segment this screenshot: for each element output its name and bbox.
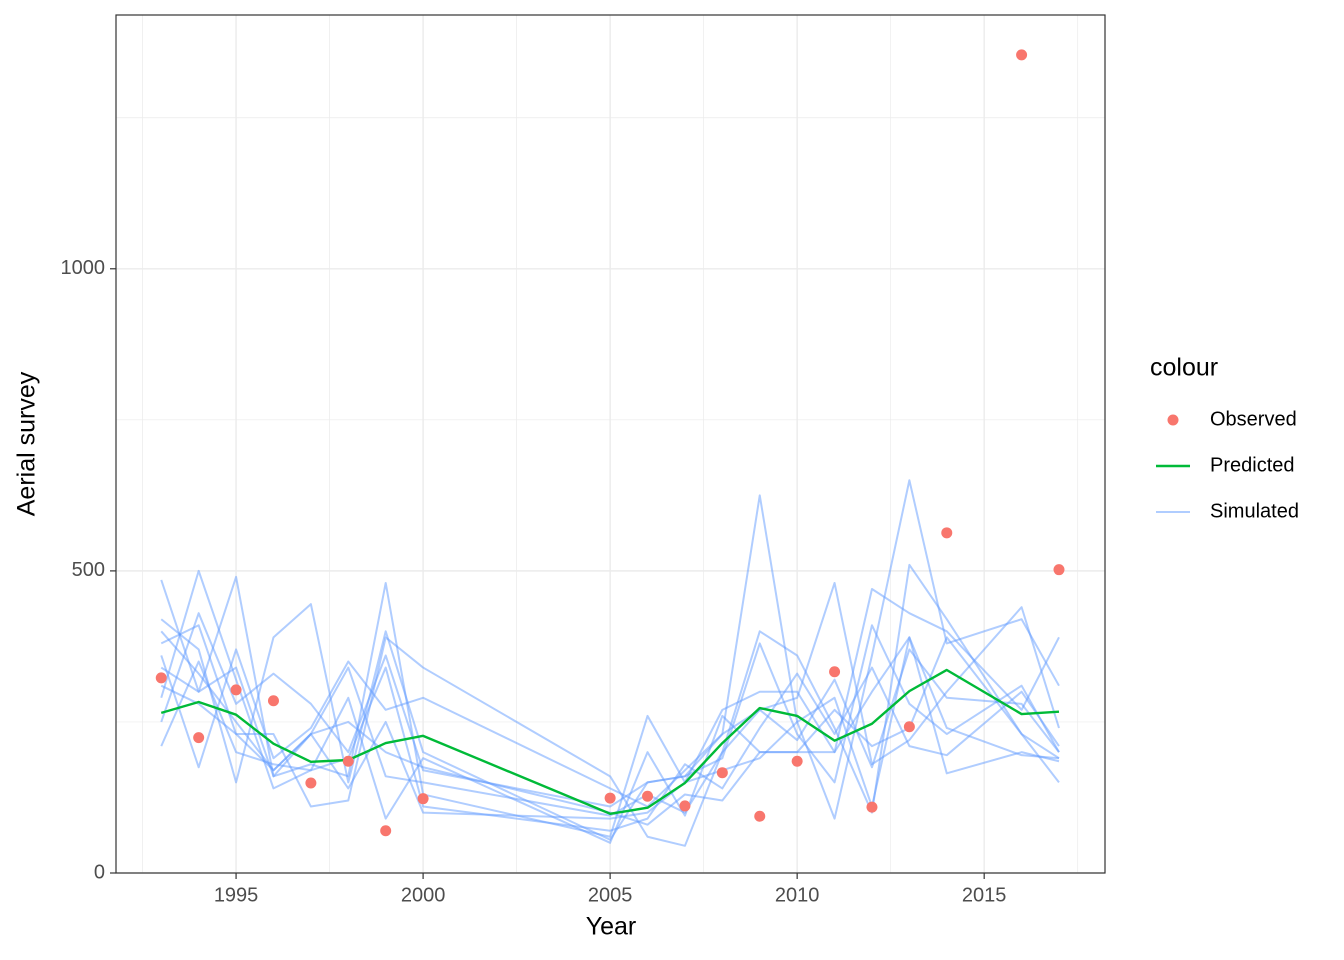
observed-point bbox=[193, 732, 205, 744]
observed-point bbox=[305, 777, 317, 789]
observed-point bbox=[866, 801, 878, 813]
y-axis-title: Aerial survey bbox=[13, 371, 41, 516]
observed-point bbox=[642, 790, 654, 802]
observed-point bbox=[903, 721, 915, 733]
observed-point bbox=[604, 792, 616, 804]
legend-key bbox=[1167, 414, 1179, 426]
simulated-line bbox=[160, 636, 1060, 820]
simulated-line bbox=[160, 648, 1060, 817]
y-tick-label: 0 bbox=[94, 861, 105, 883]
observed-point bbox=[941, 527, 953, 539]
legend-label: Predicted bbox=[1210, 454, 1295, 476]
observed-point bbox=[716, 767, 728, 779]
observed-point bbox=[417, 793, 429, 805]
simulated-line bbox=[160, 569, 1060, 844]
observed-point bbox=[1053, 564, 1065, 576]
observed-point bbox=[342, 755, 354, 767]
x-axis-title: Year bbox=[586, 913, 637, 941]
legend-label: Simulated bbox=[1210, 500, 1299, 522]
observed-point bbox=[267, 695, 279, 707]
observed-point bbox=[230, 684, 242, 696]
legend: Observed Predicted Simulated bbox=[1156, 408, 1299, 522]
observed-point bbox=[155, 672, 167, 684]
x-tick-label: 2000 bbox=[401, 884, 446, 906]
observed-point bbox=[380, 825, 392, 837]
x-tick-label: 2005 bbox=[588, 884, 633, 906]
observed-point bbox=[1016, 49, 1028, 61]
grid bbox=[116, 15, 1105, 874]
observed-point bbox=[791, 755, 803, 767]
x-tick-label: 2015 bbox=[962, 884, 1007, 906]
predicted-line bbox=[160, 668, 1060, 815]
y-tick-label: 500 bbox=[72, 559, 105, 581]
observed-point bbox=[679, 800, 691, 812]
plot-area bbox=[155, 49, 1065, 847]
legend-title: colour bbox=[1150, 354, 1218, 382]
x-tick-label: 1995 bbox=[214, 884, 259, 906]
observed-point bbox=[829, 666, 841, 678]
legend-label: Observed bbox=[1210, 408, 1297, 430]
observed-point bbox=[754, 810, 766, 822]
y-tick-label: 1000 bbox=[61, 257, 106, 279]
axes: 1995 2000 2005 2010 2015 0 500 1000 bbox=[61, 257, 1007, 906]
x-tick-label: 2010 bbox=[775, 884, 820, 906]
simulated-line bbox=[160, 581, 1060, 808]
simulated-line bbox=[160, 612, 1060, 808]
